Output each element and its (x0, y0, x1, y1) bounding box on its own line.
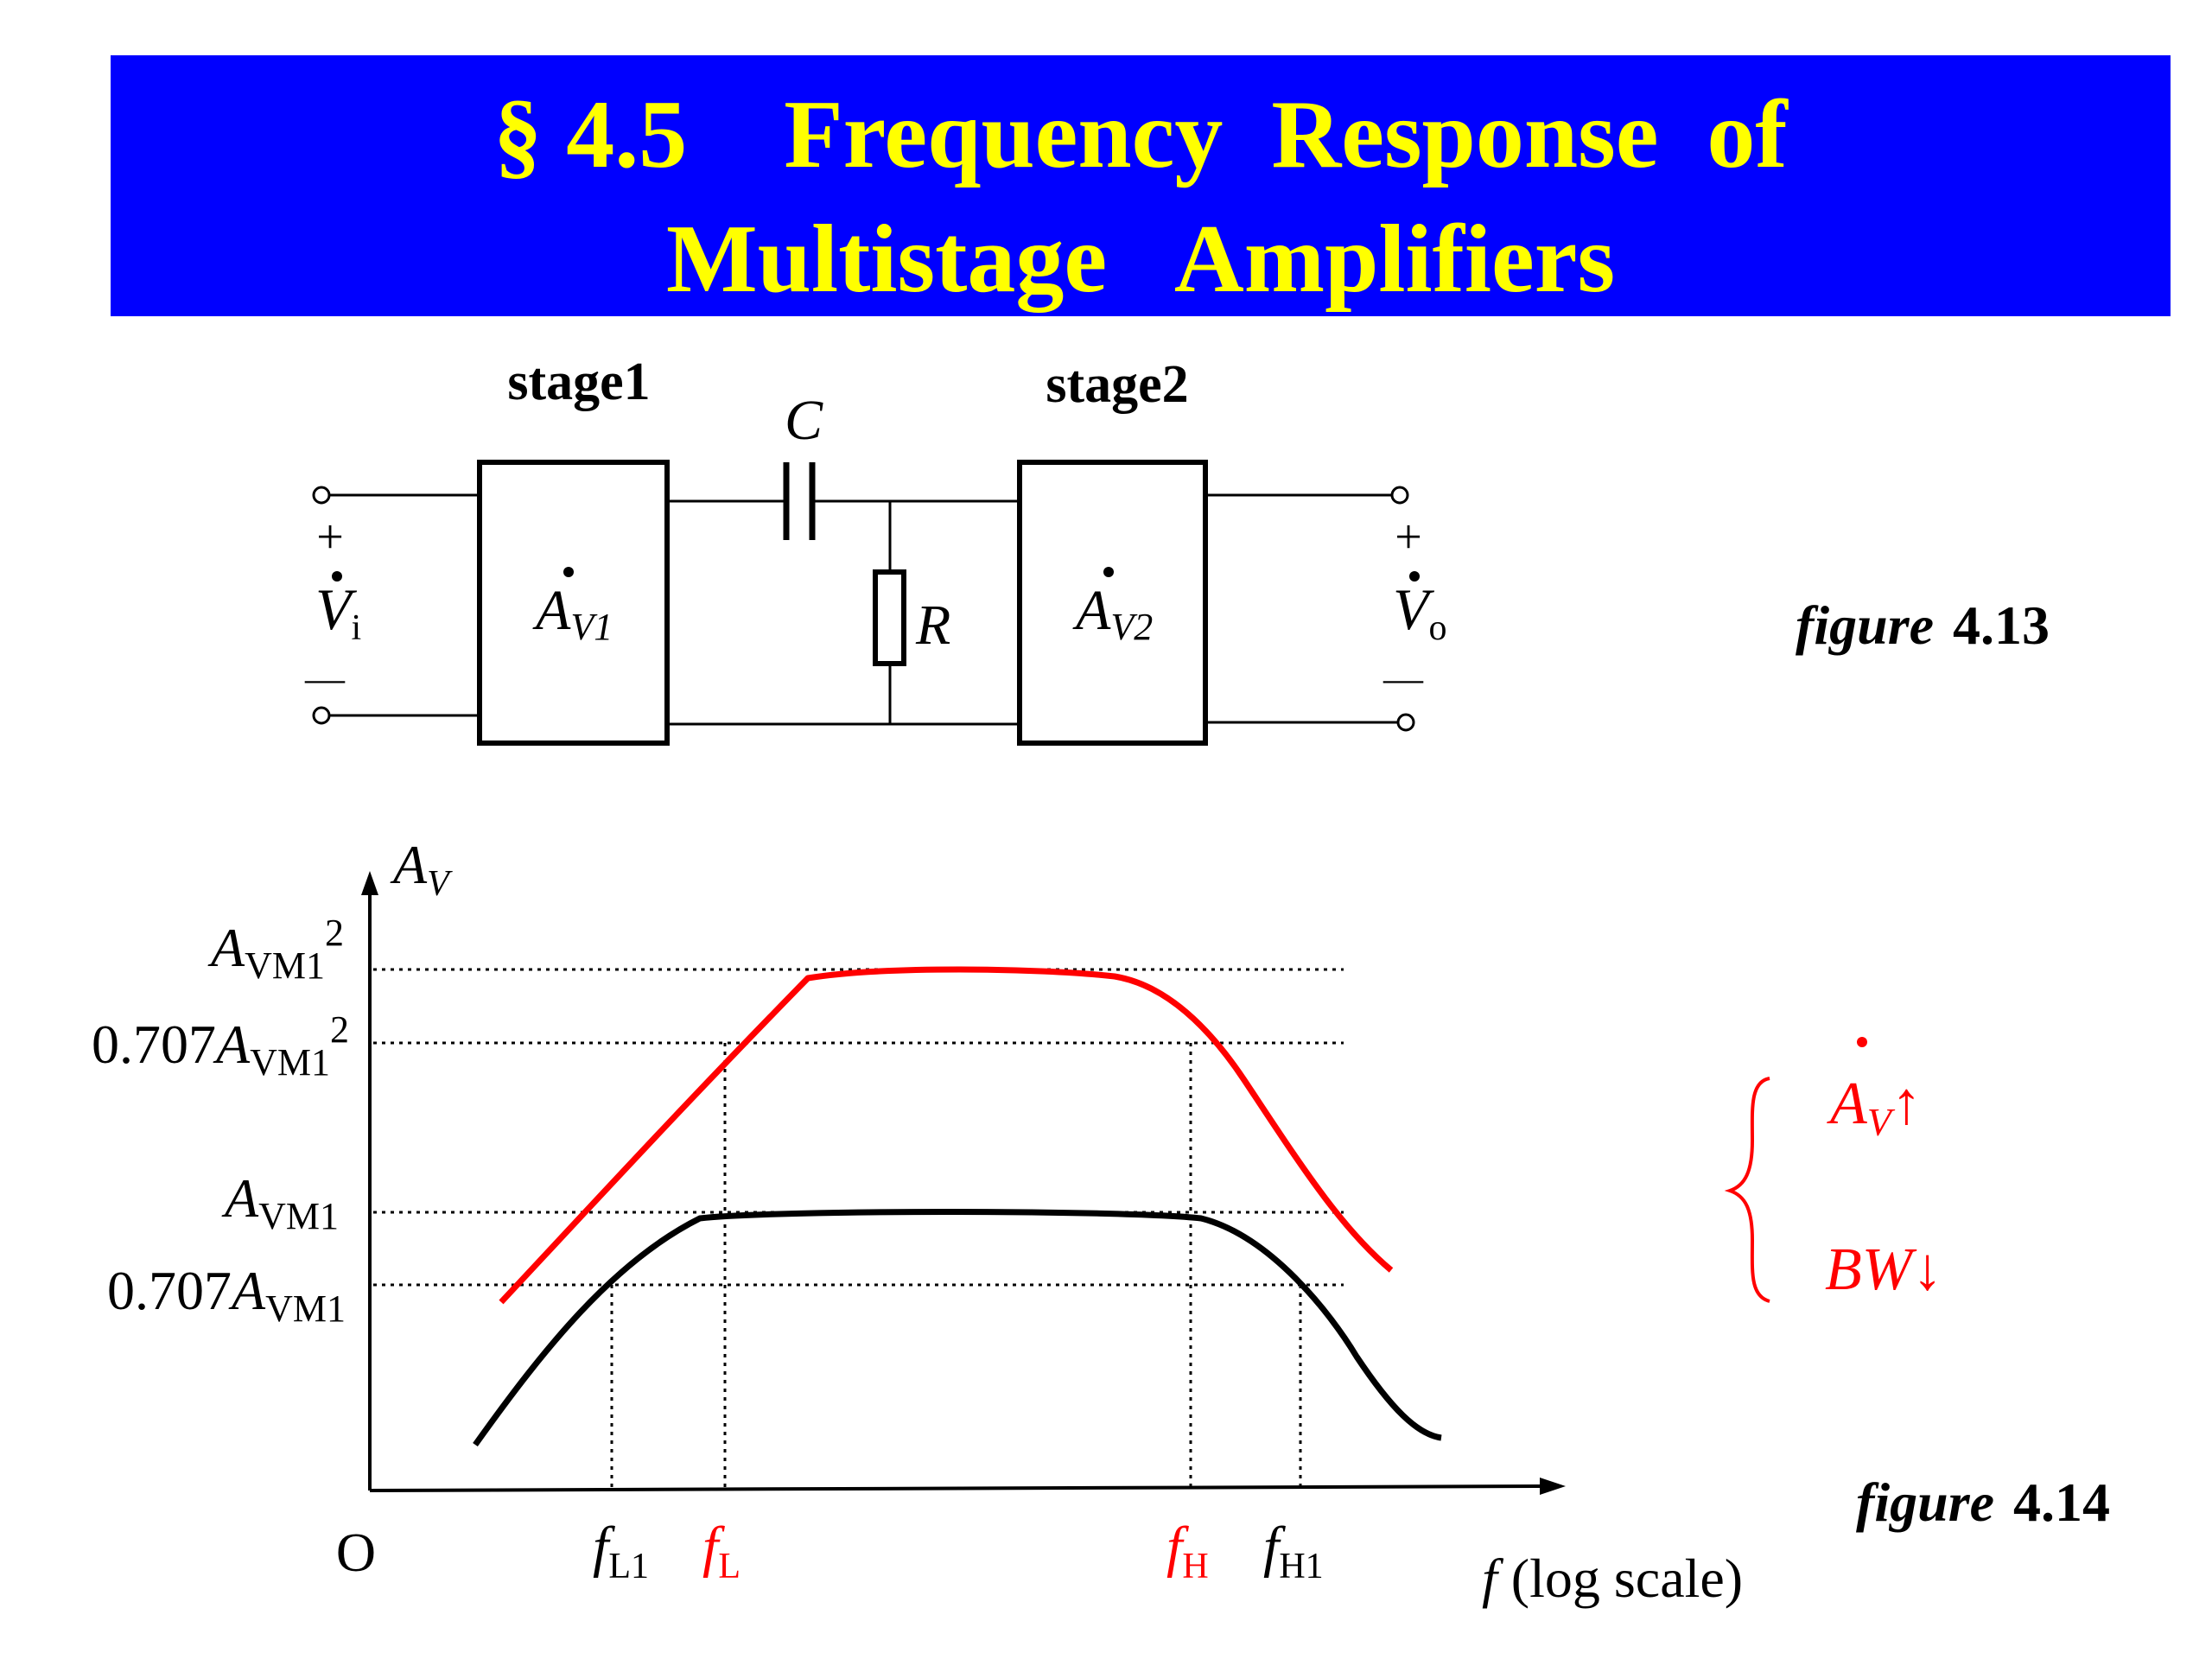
x-axis-arrowhead (1540, 1478, 1566, 1495)
bandwidth-decrease-label: BW↓ (1825, 1236, 1942, 1303)
figure-4-14-caption: figure 4.14 (1856, 1471, 2110, 1533)
input-terminal-bottom (312, 706, 331, 725)
stage2-block (1017, 460, 1208, 746)
resistor-label: R (915, 594, 950, 657)
stage1-label: stage1 (507, 353, 650, 411)
stage1-gain-label: AV1 (532, 579, 613, 648)
output-terminal-bottom (1396, 713, 1415, 732)
resistor (873, 569, 906, 666)
stage1-block (477, 460, 670, 746)
y-axis-label: AV (390, 834, 453, 904)
output-phasor-dot (1409, 571, 1420, 582)
input-minus-sign: — (304, 656, 346, 700)
circuit-diagram (312, 460, 1415, 746)
gain-increase-label: AV↑ (1827, 1071, 1922, 1144)
x-mark-fL: fL (702, 1516, 741, 1586)
gain-phasor-dot (1857, 1037, 1867, 1047)
x-mark-fH: fH (1166, 1516, 1209, 1586)
output-plus-sign: + (1395, 511, 1422, 564)
stage1-phasor-dot (563, 567, 574, 577)
level-label-0707-avm1-squared: 0.707AVM12 (92, 1008, 349, 1084)
title-line-1: § 4.5 Frequency Response of (493, 81, 1788, 188)
stage2-label: stage2 (1046, 355, 1188, 414)
x-mark-fL1: fL1 (593, 1516, 649, 1586)
frequency-response-graph (361, 871, 1566, 1495)
curve-two-stage (499, 966, 1394, 1305)
capacitor-label: C (785, 389, 823, 452)
level-label-avm1: AVM1 (221, 1167, 339, 1237)
brace-icon (1724, 1077, 1770, 1303)
title-banner: § 4.5 Frequency Response of Multistage A… (111, 55, 2171, 316)
input-phasor-dot (332, 571, 342, 582)
input-terminal-top (312, 486, 331, 505)
output-terminal-top (1390, 486, 1409, 505)
y-axis-arrowhead (361, 871, 378, 895)
stage2-gain-label: AV2 (1072, 579, 1153, 648)
x-axis (369, 1484, 1548, 1492)
output-voltage-label: Vo (1393, 576, 1447, 648)
title-line-2: Multistage Amplifiers (665, 206, 1616, 313)
origin-label: O (336, 1522, 376, 1583)
level-label-avm1-squared: AVM12 (207, 912, 344, 987)
input-plus-sign: + (316, 511, 344, 564)
x-axis-label: f (log scale) (1482, 1548, 1743, 1609)
output-minus-sign: — (1382, 656, 1424, 700)
figure-4-13-caption: figure 4.13 (1796, 594, 2050, 656)
curve-single-stage (473, 1209, 1442, 1447)
input-voltage-label: Vi (315, 576, 361, 648)
x-mark-fH1: fH1 (1263, 1516, 1324, 1586)
level-label-0707-avm1: 0.707AVM1 (107, 1260, 346, 1330)
stage2-phasor-dot (1103, 567, 1114, 577)
